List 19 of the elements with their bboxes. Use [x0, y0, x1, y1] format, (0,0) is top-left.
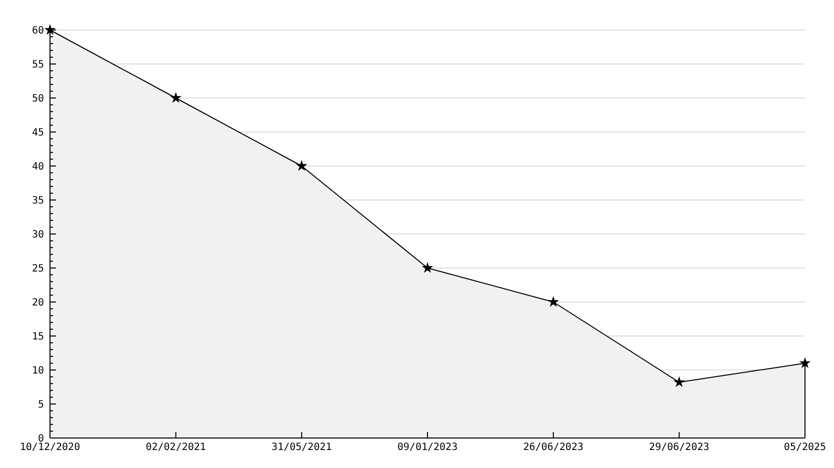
y-tick-label: 15 — [32, 332, 44, 342]
y-tick-label: 45 — [32, 128, 44, 138]
y-tick-label: 20 — [32, 298, 44, 308]
y-tick-label: 25 — [32, 264, 44, 274]
y-tick-label: 35 — [32, 196, 44, 206]
y-tick-label: 60 — [32, 26, 44, 36]
y-tick-label: 50 — [32, 94, 44, 104]
x-tick-label: 05/2025 — [784, 442, 826, 453]
y-tick-label: 30 — [32, 230, 44, 240]
x-tick-label: 09/01/2023 — [397, 442, 458, 453]
y-tick-label: 40 — [32, 162, 44, 172]
y-tick-label: 55 — [32, 60, 44, 70]
y-tick-label: 10 — [32, 366, 44, 376]
x-tick-label: 10/12/2020 — [20, 442, 80, 453]
x-tick-label: 31/05/2021 — [272, 442, 332, 453]
x-tick-label: 29/06/2023 — [649, 442, 710, 453]
x-tick-label: 02/02/2021 — [146, 442, 206, 453]
x-tick-label: 26/06/2023 — [523, 442, 584, 453]
y-tick-label: 5 — [38, 400, 44, 410]
